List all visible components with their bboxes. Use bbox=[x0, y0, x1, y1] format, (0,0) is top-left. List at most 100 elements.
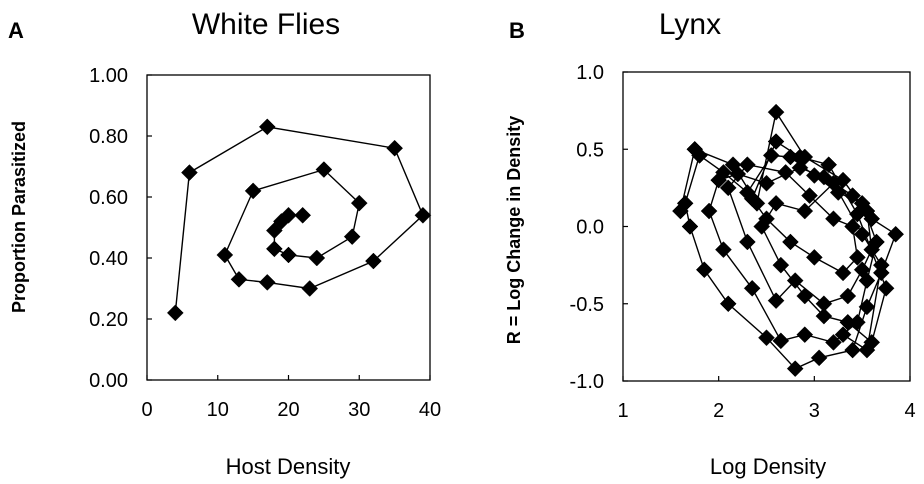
data-point-diamond bbox=[849, 249, 866, 266]
x-tick-label: 40 bbox=[419, 399, 441, 421]
data-point-diamond bbox=[743, 279, 761, 297]
data-point-diamond bbox=[767, 194, 785, 212]
panel-b-ticks: 1 2 3 4 -1.0 -0.5 0.0 0.5 1.0 bbox=[570, 62, 916, 422]
data-point-diamond bbox=[315, 161, 333, 178]
y-tick-label: 0.60 bbox=[89, 187, 128, 209]
data-point-diamond bbox=[887, 225, 905, 243]
data-point-diamond bbox=[782, 233, 799, 251]
data-point-diamond bbox=[786, 360, 804, 377]
data-point-diamond bbox=[676, 194, 694, 212]
data-point-diamond bbox=[301, 280, 319, 297]
data-point-diamond bbox=[715, 241, 732, 259]
data-point-diamond bbox=[772, 256, 790, 274]
x-tick-label: 1 bbox=[617, 400, 628, 422]
data-point-diamond bbox=[414, 206, 432, 224]
y-tick-label: 0.20 bbox=[89, 309, 128, 331]
data-point-diamond bbox=[772, 332, 790, 350]
panel-a-plot-frame bbox=[146, 74, 431, 381]
x-tick-label: 10 bbox=[207, 399, 229, 421]
data-point-diamond bbox=[695, 261, 713, 279]
y-tick-label: 0.00 bbox=[89, 370, 128, 392]
data-point-diamond bbox=[825, 334, 842, 351]
data-point-diamond bbox=[825, 174, 842, 192]
panel-a-letter: A bbox=[8, 18, 24, 43]
panel-a-ticks: 0 10 20 30 40 0.00 0.20 0.40 0.60 0.80 1.00 bbox=[89, 65, 441, 421]
y-tick-label: 1.00 bbox=[89, 65, 128, 87]
data-point-diamond bbox=[877, 279, 895, 297]
y-tick-label: 0.0 bbox=[576, 217, 604, 239]
x-tick-label: 20 bbox=[277, 399, 299, 421]
data-point-diamond bbox=[681, 218, 699, 235]
data-point-diamond bbox=[839, 287, 857, 305]
data-point-diamond bbox=[758, 329, 775, 347]
panel-a-white-flies: A White Flies 0 10 20 30 400.000.200.400.600… bbox=[8, 8, 441, 479]
panel-a-title: White Flies bbox=[192, 8, 340, 41]
x-tick-label: 3 bbox=[809, 400, 820, 422]
data-point-diamond bbox=[801, 187, 818, 204]
data-point-diamond bbox=[719, 179, 737, 197]
data-point-diamond bbox=[777, 164, 794, 181]
data-point-diamond bbox=[280, 206, 297, 224]
data-point-diamond bbox=[743, 190, 761, 208]
data-point-diamond bbox=[853, 225, 871, 243]
data-point-diamond bbox=[834, 326, 852, 344]
x-tick-label: 30 bbox=[348, 399, 370, 421]
data-point-diamond bbox=[863, 241, 881, 259]
panel-a-points bbox=[166, 118, 432, 322]
data-point-diamond bbox=[258, 118, 276, 136]
panel-b-lynx: B Lynx 1 2 3 4 -1.0 -0.5 0.0 0.5 1.0 Log Density… bbox=[504, 8, 916, 479]
panel-a-y-axis-label: Proportion Parasitized bbox=[9, 121, 29, 313]
data-point-diamond bbox=[230, 270, 248, 288]
data-point-diamond bbox=[244, 182, 262, 200]
y-tick-label: -0.5 bbox=[570, 294, 604, 316]
data-point-diamond bbox=[805, 249, 823, 266]
data-point-diamond bbox=[796, 326, 814, 344]
data-point-diamond bbox=[791, 159, 809, 177]
data-point-diamond bbox=[739, 156, 756, 174]
data-point-diamond bbox=[216, 246, 234, 264]
data-point-diamond bbox=[767, 133, 785, 150]
panel-b-points bbox=[672, 103, 905, 377]
data-point-diamond bbox=[753, 218, 771, 235]
data-point-diamond bbox=[872, 256, 890, 274]
panel-b-x-axis-label: Log Density bbox=[710, 454, 826, 479]
x-tick-label: 4 bbox=[904, 400, 915, 422]
data-point-diamond bbox=[762, 147, 780, 164]
data-point-diamond bbox=[858, 341, 876, 359]
data-point-diamond bbox=[719, 295, 737, 313]
data-point-diamond bbox=[791, 148, 809, 166]
data-point-diamond bbox=[729, 165, 747, 183]
data-point-diamond bbox=[786, 272, 804, 289]
x-tick-label: 2 bbox=[713, 400, 724, 422]
data-point-diamond bbox=[839, 313, 857, 331]
panel-a-x-axis-label: Host Density bbox=[226, 454, 351, 479]
data-point-diamond bbox=[710, 171, 728, 189]
y-tick-label: 0.80 bbox=[89, 126, 128, 148]
data-point-diamond bbox=[700, 202, 718, 220]
data-point-diamond bbox=[825, 210, 842, 228]
data-point-diamond bbox=[350, 194, 368, 212]
data-point-diamond bbox=[796, 202, 814, 220]
data-point-diamond bbox=[739, 233, 756, 251]
data-point-diamond bbox=[834, 264, 852, 282]
data-point-diamond bbox=[758, 174, 775, 192]
data-point-diamond bbox=[767, 292, 785, 310]
data-point-diamond bbox=[767, 103, 785, 121]
data-point-diamond bbox=[181, 164, 198, 181]
x-tick-label: 0 bbox=[141, 399, 152, 421]
data-point-diamond bbox=[844, 341, 861, 359]
data-point-diamond bbox=[810, 349, 828, 367]
data-point-diamond bbox=[691, 147, 708, 164]
data-point-diamond bbox=[280, 246, 297, 264]
data-point-diamond bbox=[844, 187, 861, 204]
data-point-diamond bbox=[815, 307, 833, 325]
data-point-diamond bbox=[294, 206, 312, 224]
data-point-diamond bbox=[853, 261, 871, 279]
y-tick-label: 0.5 bbox=[576, 139, 604, 161]
data-point-diamond bbox=[858, 298, 876, 316]
data-point-diamond bbox=[365, 252, 382, 270]
data-point-diamond bbox=[820, 156, 838, 174]
data-point-diamond bbox=[849, 205, 866, 223]
y-tick-label: 0.40 bbox=[89, 248, 128, 270]
y-tick-label: 1.0 bbox=[576, 62, 604, 84]
